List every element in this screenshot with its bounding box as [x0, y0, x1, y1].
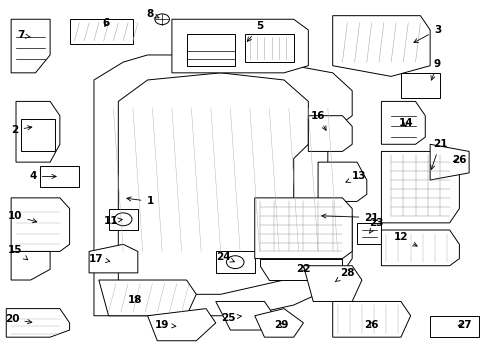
Text: 19: 19: [155, 320, 176, 330]
Polygon shape: [381, 230, 460, 266]
Polygon shape: [430, 144, 469, 180]
Polygon shape: [333, 301, 411, 337]
Text: 5: 5: [247, 21, 263, 41]
Text: 7: 7: [17, 30, 30, 40]
Text: 10: 10: [8, 211, 37, 223]
Text: 18: 18: [128, 295, 143, 305]
Polygon shape: [16, 102, 60, 162]
Circle shape: [226, 256, 244, 269]
Polygon shape: [255, 198, 352, 258]
Polygon shape: [70, 19, 133, 44]
Text: 3: 3: [414, 25, 441, 42]
Polygon shape: [99, 280, 196, 316]
Polygon shape: [333, 16, 430, 76]
Text: 13: 13: [346, 171, 367, 183]
Text: 23: 23: [369, 218, 384, 233]
Text: 25: 25: [220, 312, 242, 323]
Text: 22: 22: [296, 264, 311, 274]
Text: 4: 4: [29, 171, 56, 181]
Polygon shape: [118, 73, 308, 294]
Text: 21: 21: [431, 139, 447, 169]
Text: 21: 21: [322, 212, 379, 222]
Text: 1: 1: [127, 197, 154, 206]
Polygon shape: [255, 309, 303, 337]
Text: 9: 9: [431, 59, 441, 80]
Polygon shape: [11, 198, 70, 251]
Text: 20: 20: [5, 314, 32, 324]
Text: 26: 26: [452, 156, 466, 165]
Circle shape: [115, 213, 132, 226]
Polygon shape: [94, 55, 352, 316]
Polygon shape: [318, 162, 367, 202]
Polygon shape: [430, 316, 479, 337]
Text: 6: 6: [102, 18, 110, 28]
Text: 12: 12: [393, 232, 417, 246]
Text: 26: 26: [365, 320, 379, 330]
Text: 17: 17: [89, 253, 110, 264]
Text: 15: 15: [8, 245, 28, 260]
Polygon shape: [216, 301, 274, 330]
Text: 29: 29: [274, 320, 289, 330]
Polygon shape: [109, 208, 138, 230]
Polygon shape: [260, 258, 343, 280]
Polygon shape: [40, 166, 79, 187]
Bar: [187, 33, 235, 66]
Bar: [21, 119, 55, 152]
Polygon shape: [6, 309, 70, 337]
Text: 24: 24: [216, 252, 234, 262]
Text: 28: 28: [335, 268, 355, 282]
Polygon shape: [401, 73, 440, 98]
Polygon shape: [216, 251, 255, 273]
Polygon shape: [381, 102, 425, 144]
Polygon shape: [308, 116, 352, 152]
Text: 16: 16: [311, 111, 326, 130]
Polygon shape: [303, 266, 362, 301]
Polygon shape: [89, 244, 138, 273]
Text: 27: 27: [457, 320, 471, 330]
Circle shape: [155, 14, 170, 24]
Polygon shape: [11, 19, 50, 73]
Polygon shape: [381, 152, 460, 223]
Text: 8: 8: [147, 9, 159, 19]
Bar: [245, 33, 294, 62]
Polygon shape: [11, 251, 50, 280]
Polygon shape: [172, 19, 308, 73]
Text: 11: 11: [104, 216, 122, 226]
Polygon shape: [147, 309, 216, 341]
Text: 2: 2: [11, 125, 32, 135]
Text: 14: 14: [398, 118, 413, 128]
Polygon shape: [357, 223, 381, 244]
